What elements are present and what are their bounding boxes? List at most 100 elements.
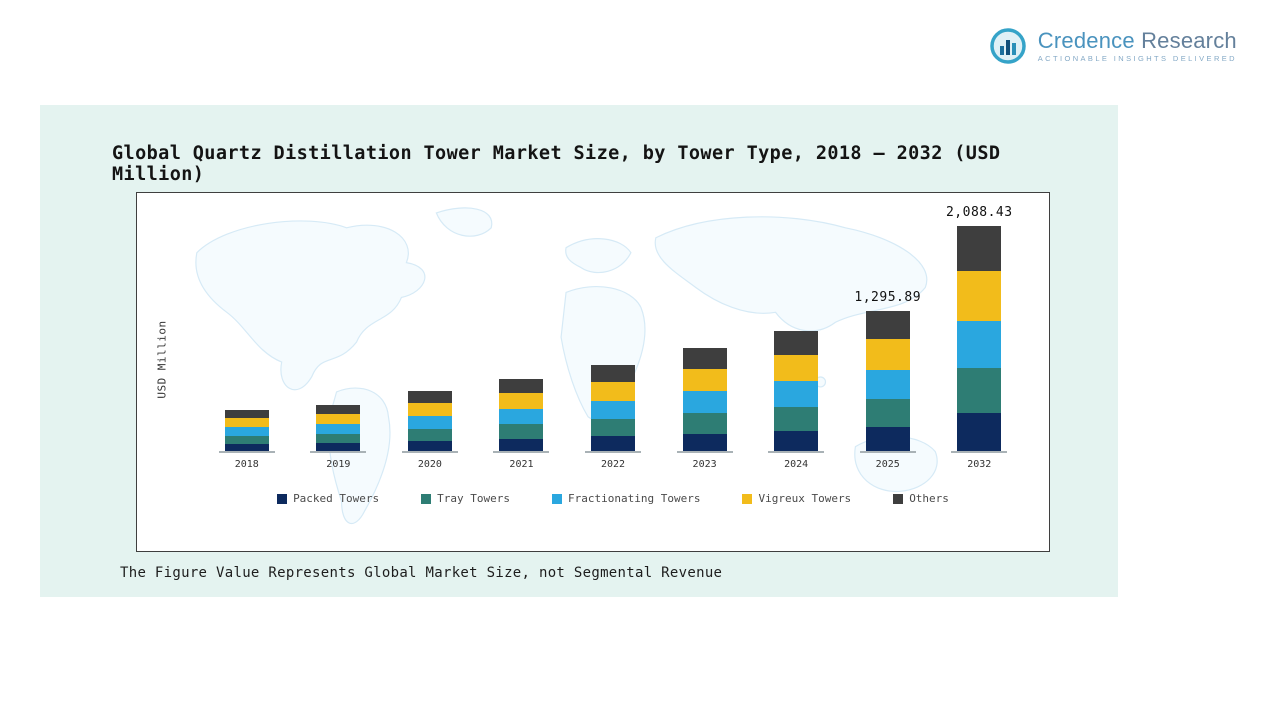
stacked-bar-2023 <box>682 348 727 451</box>
logo-text: Credence Research Actionable Insights De… <box>1038 29 1237 63</box>
bar-segment-vigreux-towers <box>682 368 727 392</box>
x-axis-label-2023: 2023 <box>692 459 717 470</box>
x-axis-label-2024: 2024 <box>784 459 809 470</box>
bar-baseline <box>859 451 916 453</box>
bar-segment-fractionating-towers <box>957 320 1002 368</box>
bar-segment-vigreux-towers <box>224 418 269 428</box>
chart-footnote: The Figure Value Represents Global Marke… <box>120 565 723 581</box>
bar-segment-vigreux-towers <box>499 393 544 410</box>
bar-segment-vigreux-towers <box>407 402 452 417</box>
legend-swatch-fractionating-towers <box>552 493 563 504</box>
x-axis-label-2020: 2020 <box>417 459 442 470</box>
bar-segment-others <box>316 404 361 415</box>
bar-segment-packed-towers <box>682 433 727 451</box>
bar-segment-others <box>957 226 1002 272</box>
legend-swatch-others <box>893 493 904 504</box>
bar-segment-others <box>224 410 269 419</box>
legend-item-tray-towers: Tray Towers <box>421 492 510 505</box>
bar-column-2032: 2,088.43 <box>934 201 1026 453</box>
bar-segment-packed-towers <box>865 427 910 451</box>
bar-baseline <box>585 451 642 453</box>
bar-baseline <box>493 451 550 453</box>
x-axis-label-2018: 2018 <box>234 459 259 470</box>
bar-segment-packed-towers <box>316 443 361 451</box>
x-axis-label-2032: 2032 <box>967 459 992 470</box>
bar-baseline <box>401 451 458 453</box>
chart-title: Global Quartz Distillation Tower Market … <box>112 143 1001 185</box>
stacked-bar-2021 <box>499 378 544 451</box>
bar-segment-fractionating-towers <box>591 401 636 420</box>
stacked-bar-2022 <box>591 364 636 451</box>
bar-segment-others <box>682 348 727 369</box>
bar-segment-packed-towers <box>224 444 269 451</box>
bar-segment-vigreux-towers <box>957 271 1002 321</box>
bars-row: 1,295.89 2,088.43 <box>201 201 1025 453</box>
logo-brand-first: Credence <box>1037 28 1135 54</box>
bar-segment-others <box>774 330 819 355</box>
x-axis-label-2025: 2025 <box>875 459 900 470</box>
credence-research-logo: Credence Research Actionable Insights De… <box>988 26 1237 66</box>
bar-total-label-2032: 2,088.43 <box>945 205 1013 221</box>
legend-label-tray-towers: Tray Towers <box>437 492 511 505</box>
bar-segment-packed-towers <box>591 436 636 451</box>
stacked-bar-2019 <box>316 404 361 451</box>
bar-segment-packed-towers <box>499 438 544 451</box>
legend-item-vigreux-towers: Vigreux Towers <box>742 492 851 505</box>
bar-column-2021 <box>476 201 568 453</box>
legend-label-others: Others <box>909 492 949 505</box>
bar-segment-packed-towers <box>774 430 819 451</box>
bar-segment-tray-towers <box>957 367 1002 413</box>
bar-segment-others <box>407 390 452 403</box>
bar-baseline <box>676 451 733 453</box>
legend-item-packed-towers: Packed Towers <box>277 492 379 505</box>
stacked-bar-2018 <box>224 410 269 451</box>
bar-segment-fractionating-towers <box>499 409 544 425</box>
bar-baseline <box>218 451 275 453</box>
bar-segment-vigreux-towers <box>774 354 819 382</box>
bar-column-2018 <box>201 201 293 453</box>
legend-swatch-vigreux-towers <box>742 493 753 504</box>
stacked-bar-2032 <box>957 226 1002 451</box>
legend-label-vigreux-towers: Vigreux Towers <box>758 492 852 505</box>
bar-segment-fractionating-towers <box>682 391 727 413</box>
logo-icon <box>990 28 1026 64</box>
legend-swatch-packed-towers <box>277 493 288 504</box>
bar-segment-packed-towers <box>407 440 452 451</box>
bar-column-2022 <box>567 201 659 453</box>
bar-segment-tray-towers <box>682 412 727 434</box>
bar-segment-others <box>499 378 544 394</box>
bar-column-2025: 1,295.89 <box>842 201 934 453</box>
logo-brand-second: Research <box>1141 28 1237 54</box>
bar-segment-tray-towers <box>774 406 819 431</box>
bar-column-2023 <box>659 201 751 453</box>
stacked-bar-2020 <box>407 390 452 451</box>
legend-item-fractionating-towers: Fractionating Towers <box>552 492 700 505</box>
bar-segment-fractionating-towers <box>774 381 819 407</box>
bar-segment-tray-towers <box>224 435 269 445</box>
y-axis-label: USD Million <box>155 320 169 399</box>
x-axis-label-2022: 2022 <box>600 459 626 470</box>
bar-segment-tray-towers <box>316 433 361 444</box>
bar-segment-others <box>865 311 910 340</box>
bar-segment-fractionating-towers <box>865 370 910 400</box>
bar-column-2024 <box>750 201 842 453</box>
logo-tagline: Actionable Insights Delivered <box>1037 54 1237 64</box>
bar-segment-tray-towers <box>865 399 910 428</box>
bar-segment-packed-towers <box>957 412 1002 451</box>
bar-segment-vigreux-towers <box>865 339 910 371</box>
bar-baseline <box>768 451 825 453</box>
x-axis-row: 2018 2019 2020 2021 2022 2023 2024 2025 2032 <box>201 459 1025 470</box>
legend: Packed Towers Tray Towers Fractionating To… <box>201 492 1025 505</box>
bar-segment-fractionating-towers <box>224 427 269 436</box>
plot-area: 1,295.89 2,088.43 2018 2019 2020 2021 2022 202… <box>137 193 1049 551</box>
bar-baseline <box>951 451 1008 453</box>
bar-segment-tray-towers <box>499 424 544 439</box>
chart-panel: Global Quartz Distillation Tower Market … <box>40 105 1118 597</box>
legend-swatch-tray-towers <box>421 493 432 504</box>
bar-segment-vigreux-towers <box>591 382 636 402</box>
chart-area: USD Million 1,295.89 2,088.43 2018 2019 202… <box>136 192 1050 552</box>
legend-label-fractionating-towers: Fractionating Towers <box>568 492 701 505</box>
bar-column-2020 <box>384 201 476 453</box>
bar-segment-fractionating-towers <box>316 424 361 434</box>
